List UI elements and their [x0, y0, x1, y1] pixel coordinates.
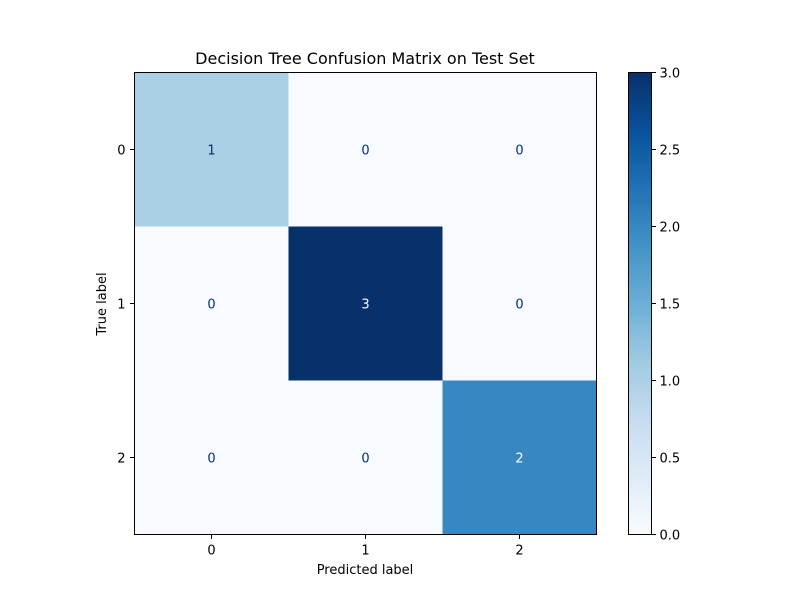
cell-value-label: 0 [515, 144, 523, 159]
cell-value-label: 0 [361, 144, 369, 159]
colorbar-tick-label: 0.5 [660, 452, 681, 467]
heatmap-cell [134, 226, 289, 381]
colorbar-ticks: 0.0 0.5 1.0 1.5 2.0 2.5 3.0 [651, 67, 681, 544]
cell-value-label: 0 [515, 298, 523, 313]
heatmap-cell [288, 72, 443, 227]
cell-value-label: 3 [361, 298, 369, 313]
heatmap-cells [134, 72, 597, 535]
heatmap-cell-labels: 1 0 0 0 3 0 0 0 2 [207, 144, 523, 467]
colorbar [628, 72, 651, 534]
colorbar-tick-label: 0.0 [660, 529, 681, 544]
x-axis-label: Predicted label [317, 563, 414, 578]
y-axis-ticks: 0 1 2 [117, 144, 135, 467]
heatmap-cell [288, 226, 443, 381]
x-tick-label: 1 [361, 544, 369, 559]
heatmap-cell [442, 380, 597, 535]
colorbar-tick-label: 2.0 [660, 221, 681, 236]
y-tick-label: 2 [117, 452, 125, 467]
chart-title: Decision Tree Confusion Matrix on Test S… [195, 49, 535, 68]
cell-value-label: 2 [515, 452, 523, 467]
x-tick-label: 2 [515, 544, 523, 559]
colorbar-tick-label: 2.5 [660, 144, 681, 159]
colorbar-tick-label: 1.0 [660, 375, 681, 390]
heatmap-cell [134, 72, 289, 227]
heatmap-cell [288, 380, 443, 535]
cell-value-label: 0 [361, 452, 369, 467]
x-axis-ticks: 0 1 2 [207, 534, 524, 559]
cell-value-label: 0 [207, 298, 215, 313]
cell-value-label: 0 [207, 452, 215, 467]
heatmap-cell [442, 72, 597, 227]
y-tick-label: 1 [117, 298, 125, 313]
heatmap-cell [442, 226, 597, 381]
colorbar-tick-label: 3.0 [660, 67, 681, 82]
y-axis-label: True label [95, 272, 110, 336]
y-tick-label: 0 [117, 144, 125, 159]
heatmap-cell [134, 380, 289, 535]
x-tick-label: 0 [207, 544, 215, 559]
colorbar-tick-label: 1.5 [660, 298, 681, 313]
cell-value-label: 1 [207, 144, 215, 159]
